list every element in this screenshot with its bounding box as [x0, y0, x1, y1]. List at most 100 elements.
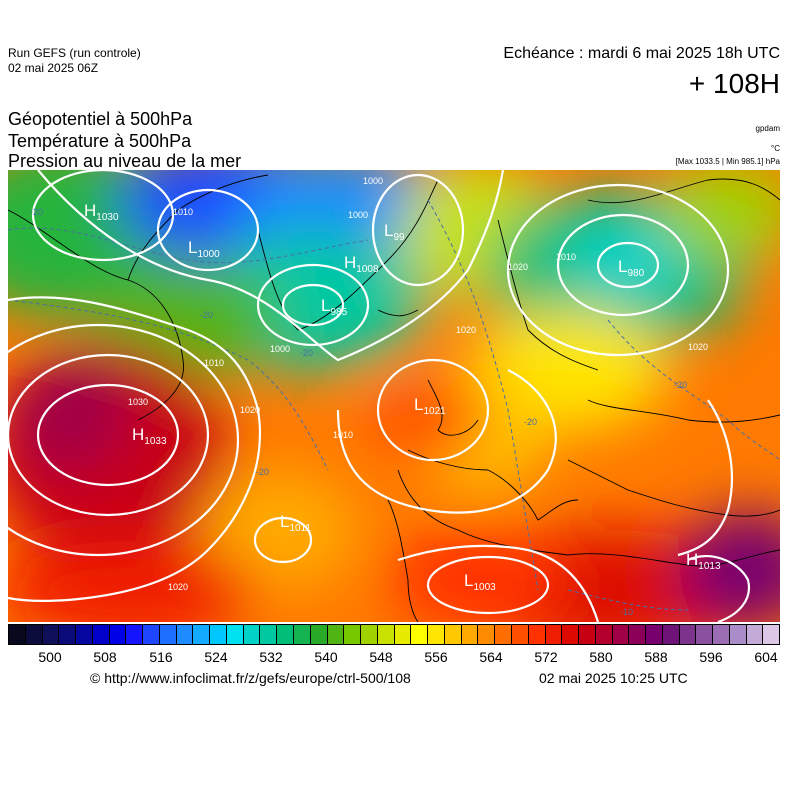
colorbar-tick-label: 556 — [424, 649, 448, 665]
colorbar-tick-label: 572 — [534, 649, 558, 665]
colorbar-swatch — [109, 625, 127, 644]
colorbar-swatch — [260, 625, 278, 644]
colorbar-swatch — [595, 625, 613, 644]
title-geopotential: Géopotentiel à 500hPa — [8, 109, 193, 129]
pressure-center-label: L1003 — [464, 571, 496, 593]
colorbar-swatch — [629, 625, 647, 644]
colorbar-swatch — [746, 625, 764, 644]
isobar-label: 1010 — [173, 207, 193, 217]
colorbar-tick-label: 564 — [479, 649, 503, 665]
isobars — [8, 170, 751, 622]
temperature-label: -20 — [30, 207, 43, 217]
colorbar-swatch — [310, 625, 328, 644]
title-temperature: Température à 500hPa — [8, 131, 192, 151]
title-pressure: Pression au niveau de la mer — [8, 151, 242, 171]
colorbar-swatch — [377, 625, 395, 644]
colorbar-swatch — [646, 625, 663, 644]
pressure-center-label: H1013 — [686, 550, 721, 572]
colorbar-swatch — [159, 625, 177, 644]
colorbar-tick-label: 604 — [754, 649, 778, 665]
isobar-label: 1020 — [688, 342, 708, 352]
colorbar-swatch — [76, 625, 93, 644]
colorbar-swatch — [143, 625, 160, 644]
colorbar-swatch — [428, 625, 445, 644]
lead-time: + 108H — [688, 68, 780, 99]
colorbar-swatch — [729, 625, 747, 644]
isobar-label: 1000 — [348, 210, 368, 220]
colorbar-swatch — [59, 625, 77, 644]
isobar-label: 1010 — [556, 252, 576, 262]
colorbar-swatch — [461, 625, 479, 644]
pressure-center-label: H1008 — [344, 253, 379, 275]
colorbar-swatch — [696, 625, 714, 644]
colorbar-tick-label: 516 — [149, 649, 173, 665]
temperature-label: -20 — [300, 348, 313, 358]
colorbar-swatch — [495, 625, 512, 644]
colorbar-swatch — [361, 625, 378, 644]
colorbar-swatch — [193, 625, 211, 644]
colorbar-swatch — [394, 625, 412, 644]
isobar-label: 1000 — [270, 344, 290, 354]
colorbar-tick-label: 508 — [93, 649, 117, 665]
generation-time: 02 mai 2025 10:25 UTC — [539, 670, 688, 686]
colorbar-tick-label: 540 — [314, 649, 338, 665]
colorbar-swatch — [562, 625, 580, 644]
colorbar-tick-label: 500 — [38, 649, 62, 665]
isobar-label: 1020 — [240, 405, 260, 415]
colorbar-swatch — [294, 625, 311, 644]
temperature-label: -20 — [674, 380, 687, 390]
colorbar-swatch — [545, 625, 563, 644]
pressure-center-label: H1033 — [132, 425, 167, 447]
colorbar-swatch — [25, 625, 43, 644]
colorbar-swatch — [226, 625, 244, 644]
colorbar-swatch — [176, 625, 194, 644]
colorbar-swatch — [9, 625, 26, 644]
source-url[interactable]: © http://www.infoclimat.fr/z/gefs/europe… — [90, 670, 411, 686]
colorbar-swatch — [444, 625, 462, 644]
colorbar-swatch — [277, 625, 295, 644]
pressure-center-label: L1000 — [188, 238, 220, 260]
coastlines — [8, 174, 780, 622]
colorbar-swatch — [210, 625, 227, 644]
unit-gpdam: gpdam — [755, 124, 780, 133]
colorbar-swatch — [528, 625, 546, 644]
colorbar-swatch — [42, 625, 60, 644]
isobar-label: 1010 — [204, 358, 224, 368]
isobar-label: 1020 — [508, 262, 528, 272]
pressure-center-label: L99 — [384, 221, 405, 243]
isobar-label: 1020 — [168, 582, 188, 592]
pressure-center-label: L980 — [618, 257, 645, 279]
colorbar-swatch — [344, 625, 362, 644]
run-label: Run GEFS (run controle) — [8, 46, 141, 60]
isobar-label: 1010 — [333, 430, 353, 440]
colorbar-swatch — [478, 625, 496, 644]
colorbar — [8, 624, 780, 645]
temperature-blobs — [8, 170, 780, 622]
temperature-label: -20 — [524, 417, 537, 427]
colorbar-swatch — [662, 625, 680, 644]
colorbar-swatch — [92, 625, 110, 644]
run-date: 02 mai 2025 06Z — [8, 61, 99, 75]
colorbar-swatch — [612, 625, 630, 644]
colorbar-swatch — [679, 625, 697, 644]
temperature-label: -20 — [256, 467, 269, 477]
isobar-label: 1020 — [456, 325, 476, 335]
isobar-label: 1000 — [363, 176, 383, 186]
pressure-center-label: L1021 — [414, 395, 446, 417]
colorbar-swatch — [713, 625, 730, 644]
pressure-center-label: H1030 — [84, 201, 119, 223]
unit-celsius: °C — [771, 144, 780, 153]
forecast-valid-time: Echéance : mardi 6 mai 2025 18h UTC — [503, 45, 780, 62]
isobar-label: 1030 — [128, 397, 148, 407]
colorbar-swatch — [126, 625, 144, 644]
colorbar-swatch — [243, 625, 261, 644]
colorbar-tick-label: 580 — [589, 649, 613, 665]
colorbar-tick-label: 596 — [699, 649, 723, 665]
temperature-label: -20 — [200, 310, 213, 320]
pressure-center-label: L985 — [321, 296, 348, 318]
colorbar-swatch — [579, 625, 596, 644]
colorbar-swatch — [511, 625, 529, 644]
pressure-center-label: L1011 — [280, 512, 311, 534]
